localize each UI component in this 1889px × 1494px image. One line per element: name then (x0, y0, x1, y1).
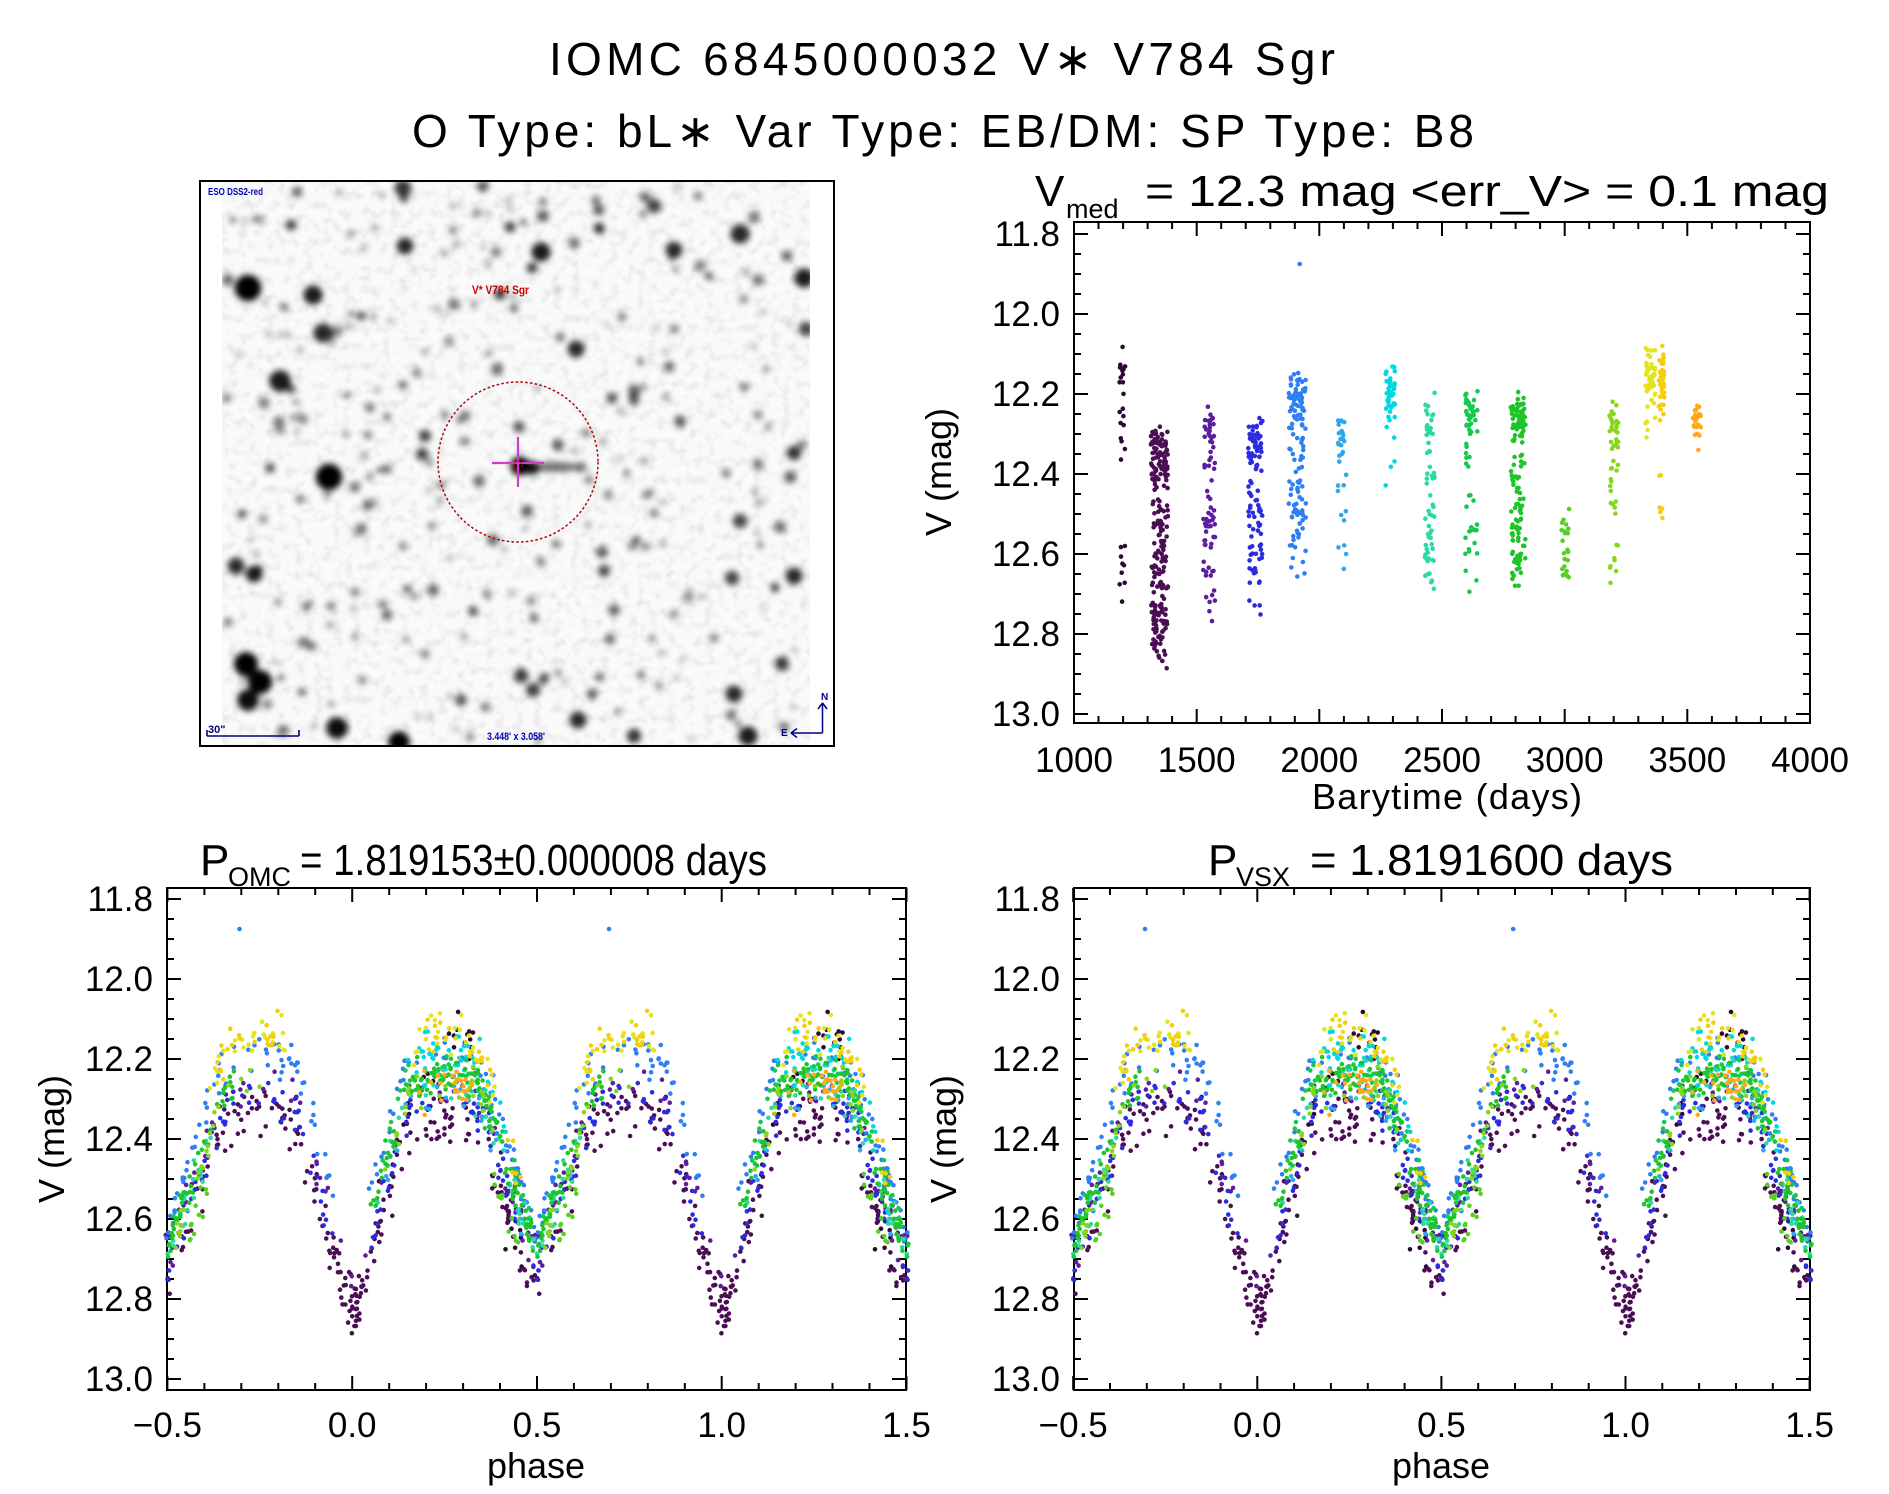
svg-text:phase: phase (487, 1445, 585, 1486)
svg-text:VSX: VSX (1236, 862, 1290, 892)
svg-text:V (mag): V (mag) (31, 1075, 72, 1203)
svg-text:−0.5: −0.5 (133, 1406, 202, 1445)
svg-text:12.4: 12.4 (992, 1120, 1060, 1159)
svg-text:12.0: 12.0 (85, 960, 153, 999)
svg-text:P: P (200, 836, 229, 885)
svg-text:O Type: bL∗ Var Type: EB/DM:: O Type: bL∗ Var Type: EB/DM: SP Type: B8 (412, 105, 1474, 157)
svg-text:11.8: 11.8 (994, 880, 1060, 919)
svg-text:12.6: 12.6 (992, 535, 1060, 574)
svg-text:12.8: 12.8 (992, 615, 1060, 654)
svg-text:12.8: 12.8 (85, 1280, 153, 1319)
svg-text:2000: 2000 (1280, 741, 1358, 780)
svg-text:3500: 3500 (1648, 741, 1726, 780)
svg-text:3000: 3000 (1526, 741, 1604, 780)
svg-text:Barytime (days): Barytime (days) (1312, 776, 1582, 817)
svg-text:12.0: 12.0 (992, 295, 1060, 334)
svg-text:IOMC 6845000032 V∗ V784 Sgr: IOMC 6845000032 V∗ V784 Sgr (549, 33, 1335, 85)
svg-text:12.2: 12.2 (992, 375, 1060, 414)
svg-text:0.0: 0.0 (1233, 1406, 1282, 1445)
svg-text:12.4: 12.4 (85, 1120, 153, 1159)
svg-text:12.0: 12.0 (992, 960, 1060, 999)
svg-text:0.5: 0.5 (513, 1406, 562, 1445)
svg-text:= 12.3 mag <err_V> = 0.1 mag: = 12.3 mag <err_V> = 0.1 mag (1145, 167, 1829, 216)
svg-text:1.0: 1.0 (1601, 1406, 1650, 1445)
svg-text:N: N (821, 692, 828, 703)
svg-text:12.4: 12.4 (992, 455, 1060, 494)
svg-text:12.6: 12.6 (85, 1200, 153, 1239)
svg-text:1000: 1000 (1035, 741, 1113, 780)
svg-text:med: med (1066, 194, 1119, 224)
svg-text:V (mag): V (mag) (918, 408, 959, 536)
svg-text:V: V (1035, 167, 1065, 216)
svg-text:1500: 1500 (1158, 741, 1236, 780)
svg-text:V* V784 Sgr: V* V784 Sgr (472, 285, 529, 297)
svg-text:phase: phase (1392, 1445, 1490, 1486)
svg-text:2500: 2500 (1403, 741, 1481, 780)
svg-text:3.448' x 3.058': 3.448' x 3.058' (487, 731, 545, 743)
svg-text:1.0: 1.0 (697, 1406, 746, 1445)
svg-text:13.0: 13.0 (992, 695, 1060, 734)
svg-text:P: P (1208, 836, 1237, 885)
svg-text:OMC: OMC (228, 862, 291, 892)
svg-text:1.5: 1.5 (882, 1406, 931, 1445)
svg-text:12.6: 12.6 (992, 1200, 1060, 1239)
svg-text:13.0: 13.0 (992, 1360, 1060, 1399)
svg-text:V (mag): V (mag) (923, 1075, 964, 1203)
svg-text:−0.5: −0.5 (1039, 1406, 1108, 1445)
svg-text:= 1.819153±0.000008 days: = 1.819153±0.000008 days (300, 836, 767, 885)
svg-text:E: E (781, 728, 788, 739)
svg-text:0.0: 0.0 (328, 1406, 377, 1445)
svg-text:4000: 4000 (1771, 741, 1849, 780)
svg-text:1.5: 1.5 (1785, 1406, 1834, 1445)
svg-text:12.8: 12.8 (992, 1280, 1060, 1319)
svg-text:30": 30" (208, 724, 225, 736)
svg-text:11.8: 11.8 (87, 880, 153, 919)
svg-text:= 1.8191600 days: = 1.8191600 days (1310, 836, 1673, 885)
svg-text:12.2: 12.2 (85, 1040, 153, 1079)
svg-text:0.5: 0.5 (1417, 1406, 1466, 1445)
svg-text:11.8: 11.8 (994, 215, 1060, 254)
svg-text:13.0: 13.0 (85, 1360, 153, 1399)
svg-text:ESO DSS2-red: ESO DSS2-red (208, 186, 263, 198)
svg-text:12.2: 12.2 (992, 1040, 1060, 1079)
